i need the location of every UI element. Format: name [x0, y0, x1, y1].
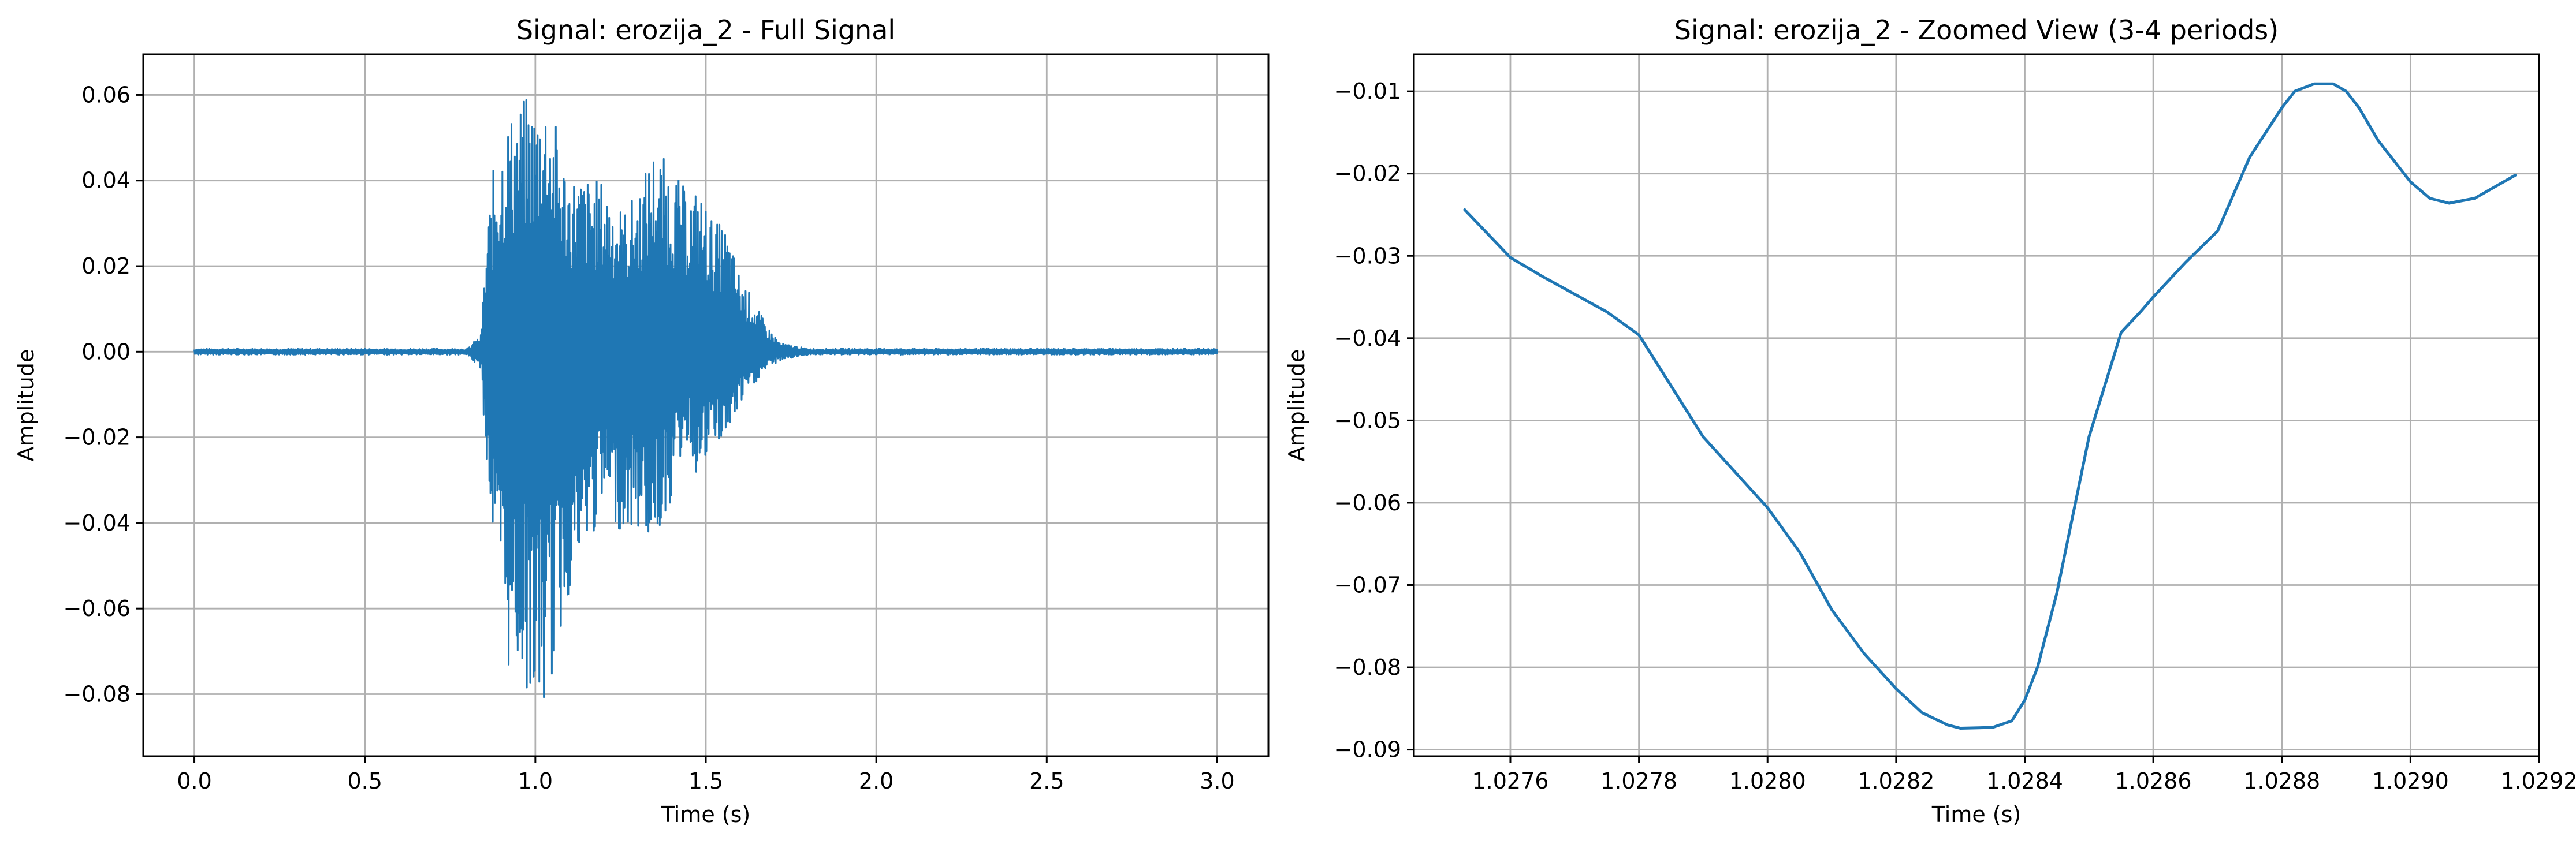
- full-signal-x-tick-label: 1.0: [518, 768, 553, 794]
- zoomed-view-y-axis-label: Amplitude: [1284, 349, 1309, 462]
- zoomed-view-plot-frame: [1413, 53, 2540, 757]
- zoomed-view-x-axis-label: Time (s): [1931, 802, 2022, 827]
- full-signal-x-tick-label: 3.0: [1200, 768, 1234, 794]
- full-signal-y-tick-label: 0.06: [81, 82, 131, 107]
- zoomed-view-signal-line: [1463, 82, 2517, 730]
- full-signal-y-tick-label: −0.04: [64, 510, 131, 536]
- full-signal-y-axis-label: Amplitude: [13, 349, 39, 462]
- full-signal-y-tick-label: −0.08: [64, 681, 131, 707]
- full-signal-x-tick-label: 2.0: [859, 768, 894, 794]
- zoomed-view-y-tick-label: −0.05: [1334, 408, 1401, 433]
- zoomed-view-y-tick-label: −0.04: [1334, 326, 1401, 351]
- zoomed-view-x-tick-label: 1.0280: [1729, 768, 1806, 794]
- full-signal-y-tick-label: −0.02: [64, 425, 131, 450]
- zoomed-view-x-tick-label: 1.0282: [1857, 768, 1934, 794]
- full-signal-y-tick-label: 0.04: [81, 168, 131, 193]
- full-signal-y-tick-label: 0.00: [81, 339, 131, 364]
- zoomed-view-y-tick-label: −0.03: [1334, 243, 1401, 268]
- full-signal-y-tick-label: −0.06: [64, 596, 131, 621]
- zoomed-view-x-tick-label: 1.0286: [2115, 768, 2192, 794]
- zoomed-view-y-tick-label: −0.09: [1334, 737, 1401, 763]
- full-signal-x-tick-label: 0.5: [347, 768, 382, 794]
- zoomed-view-title: Signal: erozija_2 - Zoomed View (3-4 per…: [1674, 14, 2279, 46]
- full-signal-signal-line: [193, 99, 1218, 698]
- zoomed-view-x-tick-label: 1.0290: [2372, 768, 2449, 794]
- zoomed-view-chart: 1.0276 1.0278 1.0280 1.0282 1.0284 1.0286 1.02…: [1284, 14, 2576, 827]
- full-signal-title: Signal: erozija_2 - Full Signal: [516, 14, 895, 46]
- full-signal-x-axis-label: Time (s): [661, 802, 751, 827]
- zoomed-view-x-tick-label: 1.0278: [1600, 768, 1677, 794]
- zoomed-view-x-tick-label: 1.0284: [1986, 768, 2063, 794]
- zoomed-view-x-tick-label: 1.0292: [2501, 768, 2576, 794]
- full-signal-x-tick-label: 1.5: [688, 768, 723, 794]
- full-signal-x-tick-label: 2.5: [1029, 768, 1064, 794]
- zoomed-view-y-tick-label: −0.08: [1334, 655, 1401, 680]
- zoomed-view-x-tick-label: 1.0276: [1472, 768, 1548, 794]
- zoomed-view-y-tick-label: −0.02: [1334, 161, 1401, 186]
- full-signal-y-tick-label: 0.02: [81, 253, 131, 279]
- zoomed-view-y-tick-label: −0.01: [1334, 79, 1401, 104]
- zoomed-view-y-tick-label: −0.07: [1334, 572, 1401, 597]
- full-signal-x-tick-label: 0.0: [177, 768, 211, 794]
- zoomed-view-x-tick-label: 1.0288: [2243, 768, 2320, 794]
- zoomed-view-y-tick-label: −0.06: [1334, 490, 1401, 515]
- full-signal-chart: 0.0 0.5 1.0 1.5 2.0 2.5 3.0 0.06 0.04 0.02 0.00 −0.…: [13, 14, 1270, 827]
